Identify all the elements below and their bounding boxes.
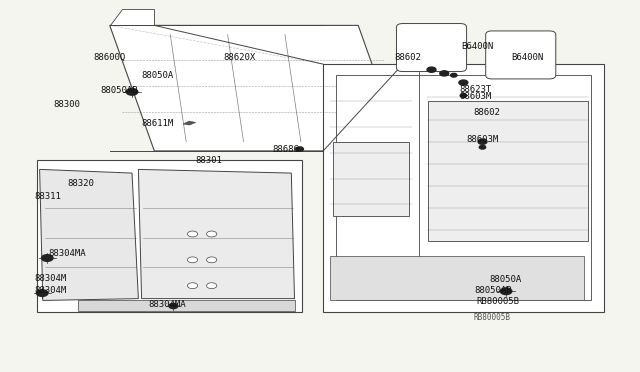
Circle shape bbox=[478, 139, 487, 144]
Circle shape bbox=[188, 231, 198, 237]
Circle shape bbox=[207, 231, 217, 237]
Text: 88050AB: 88050AB bbox=[475, 286, 513, 295]
Circle shape bbox=[500, 288, 512, 295]
Polygon shape bbox=[40, 169, 138, 301]
Bar bbox=[336, 75, 591, 301]
Text: 88620X: 88620X bbox=[223, 53, 255, 62]
Text: 88600Q: 88600Q bbox=[93, 53, 125, 62]
Text: 88611M: 88611M bbox=[141, 119, 174, 128]
Circle shape bbox=[188, 257, 198, 263]
Circle shape bbox=[479, 145, 486, 149]
Text: 88050AB: 88050AB bbox=[100, 86, 138, 95]
Text: 88602: 88602 bbox=[394, 53, 421, 62]
Text: 88304MA: 88304MA bbox=[49, 249, 86, 258]
Circle shape bbox=[42, 255, 53, 261]
Text: RB80005B: RB80005B bbox=[474, 313, 511, 323]
Polygon shape bbox=[138, 169, 294, 299]
Bar bbox=[330, 256, 584, 301]
Circle shape bbox=[451, 73, 457, 77]
Circle shape bbox=[460, 94, 467, 97]
Text: 88300: 88300 bbox=[54, 100, 81, 109]
Bar bbox=[37, 160, 301, 311]
FancyBboxPatch shape bbox=[396, 23, 467, 71]
Circle shape bbox=[440, 71, 449, 76]
Bar bbox=[333, 142, 409, 215]
Text: 88311: 88311 bbox=[34, 192, 61, 201]
Text: 88602: 88602 bbox=[473, 108, 500, 118]
Text: 88304M: 88304M bbox=[34, 274, 66, 283]
Text: B6400N: B6400N bbox=[511, 53, 543, 62]
Circle shape bbox=[207, 283, 217, 289]
Text: 88304MA: 88304MA bbox=[148, 300, 186, 310]
Bar bbox=[323, 64, 604, 311]
Circle shape bbox=[188, 283, 198, 289]
Polygon shape bbox=[109, 25, 403, 151]
Circle shape bbox=[207, 257, 217, 263]
Circle shape bbox=[427, 67, 436, 72]
Text: 88301: 88301 bbox=[196, 156, 223, 166]
Text: RB80005B: RB80005B bbox=[476, 297, 519, 306]
Text: 88320: 88320 bbox=[67, 179, 94, 187]
Circle shape bbox=[126, 89, 138, 95]
FancyBboxPatch shape bbox=[486, 31, 556, 79]
Text: 88050A: 88050A bbox=[490, 275, 522, 283]
Text: 88603M: 88603M bbox=[459, 92, 491, 101]
Bar bbox=[78, 300, 294, 311]
Text: 88304M: 88304M bbox=[34, 286, 66, 295]
Circle shape bbox=[169, 304, 178, 309]
Text: B6400N: B6400N bbox=[461, 42, 493, 51]
Polygon shape bbox=[109, 9, 154, 25]
Text: 88603M: 88603M bbox=[467, 135, 499, 144]
Polygon shape bbox=[183, 121, 196, 125]
Text: 88686: 88686 bbox=[273, 145, 300, 154]
Circle shape bbox=[459, 80, 468, 85]
Text: 88623T: 88623T bbox=[459, 85, 491, 94]
Text: 88050A: 88050A bbox=[141, 71, 174, 80]
Circle shape bbox=[296, 147, 303, 151]
Circle shape bbox=[36, 290, 48, 296]
Bar bbox=[428, 101, 588, 241]
